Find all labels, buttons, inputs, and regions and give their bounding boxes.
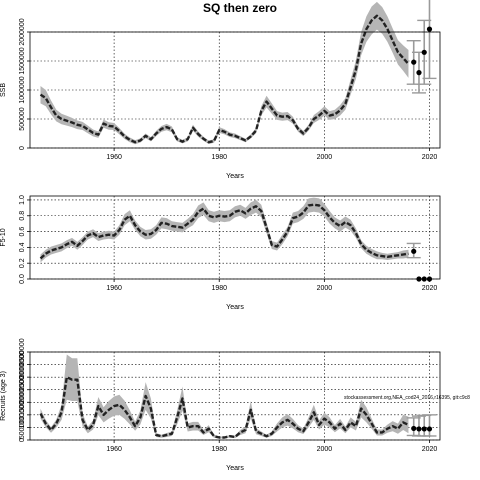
y-tick-label: 0.4 [19,242,26,252]
x-tick-label: 1980 [211,285,227,292]
f-panel: 1960 1980 2000 2020 0.0 0.2 0.4 0.6 0.8 1.0 Years F… [0,195,441,311]
x-axis-title: Years [226,304,244,311]
forecast-point [426,26,433,32]
forecast-point [416,426,422,432]
y-tick-label: 0 [19,146,26,150]
estimate-line [39,203,409,260]
x-axis-title: Years [226,465,244,472]
y-tick-label: 3000000 [19,351,26,378]
y-axis-title: Recruits (age 3) [0,371,7,421]
estimate-line [39,375,409,439]
y-tick-label: 0.0 [19,274,26,284]
ssb-panel: 1960 1980 2000 2020 0 500000 1000000 1500000 200… [0,0,441,180]
y-tick-label: 1500000 [19,389,26,416]
y-tick-label: 500000 [19,416,26,439]
y-tick-label: 2000000 [19,18,26,45]
x-tick-label: 1980 [211,154,227,161]
x-tick-label: 1980 [211,446,227,453]
x-tick-label: 2020 [422,154,438,161]
plot-frame [29,195,441,280]
y-tick-label: 0.2 [19,258,26,268]
y-tick-label: 1000000 [19,401,26,428]
y-axis-title: SSB [0,83,7,97]
y-tick-label: 500000 [19,107,26,130]
y-tick-label: 0.6 [19,227,26,237]
y-tick-label: 2500000 [19,363,26,390]
y-axis-title: F5-10 [0,228,7,246]
y-tick-label: 3500000 [19,338,26,365]
forecast-point [411,59,417,65]
confidence-band [40,197,409,263]
forecast-point [411,425,417,432]
estimate-line [39,14,410,144]
annotation-text: stockassessment.org,NEA_cod24_2016,r1639… [344,395,470,401]
y-tick-label: 1500000 [19,47,26,74]
confidence-band [40,1,409,145]
y-tick-label: 1000000 [19,76,26,103]
x-tick-label: 2000 [317,154,333,161]
x-tick-label: 2000 [317,285,333,292]
y-tick-label: 0.8 [19,211,26,221]
x-tick-label: 2000 [317,446,333,453]
y-tick-label: 2000000 [19,376,26,403]
figure-title: SQ then zero [203,1,277,15]
y-tick-label: 0 [19,438,26,442]
recruitment-panel: 1960 1980 2000 2020 050000010000001500000200… [0,338,441,472]
x-tick-label: 2020 [422,285,438,292]
forecast-point [426,426,433,432]
x-tick-label: 1960 [106,285,122,292]
x-tick-label: 2020 [422,446,438,453]
forecast-point [411,248,417,254]
x-axis-title: Years [226,173,244,180]
y-tick-label: 1.0 [19,195,26,205]
plot-frame [29,351,441,441]
x-tick-label: 1960 [106,154,122,161]
forecast-point [421,426,427,432]
forecast-point [416,70,422,76]
x-tick-label: 1960 [106,446,122,453]
forecast-point [421,49,427,55]
